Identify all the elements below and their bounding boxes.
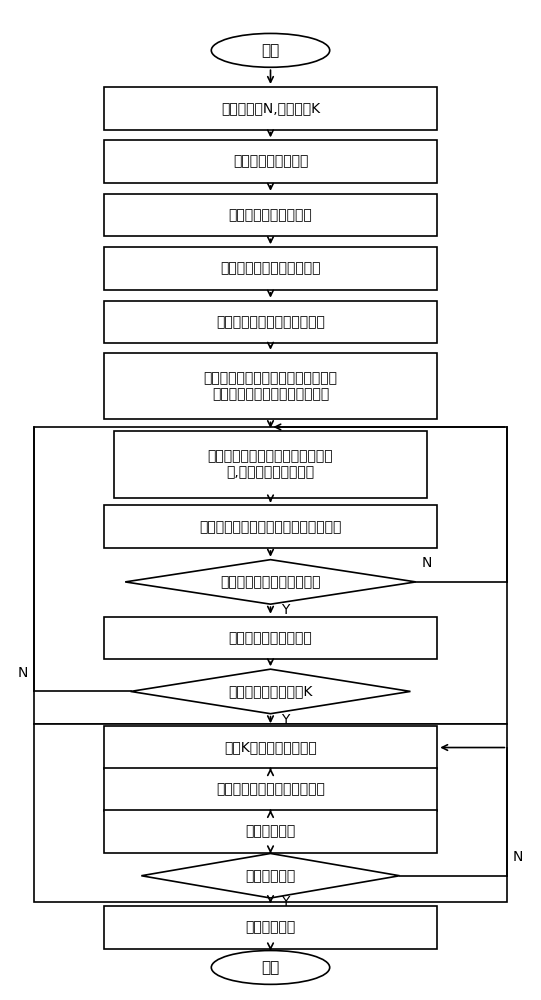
Text: 计算样本整体的差异度均值: 计算样本整体的差异度均值 (220, 262, 321, 276)
FancyBboxPatch shape (104, 906, 437, 949)
Polygon shape (125, 560, 416, 604)
Text: 开始: 开始 (261, 43, 280, 58)
FancyBboxPatch shape (104, 353, 437, 419)
Text: 确定样本数N,类别个数K: 确定样本数N,类别个数K (221, 101, 320, 115)
Text: Y: Y (281, 603, 289, 617)
Text: N: N (513, 850, 523, 864)
FancyBboxPatch shape (34, 427, 507, 724)
Ellipse shape (212, 33, 329, 67)
FancyBboxPatch shape (104, 617, 437, 659)
Text: 计算样本间的差异度: 计算样本间的差异度 (233, 155, 308, 169)
Text: 得到K个聚类中心初始值: 得到K个聚类中心初始值 (224, 741, 317, 755)
Polygon shape (141, 853, 400, 898)
FancyBboxPatch shape (104, 726, 437, 769)
Text: 计算该样本与已确定聚类中心的差异度: 计算该样本与已确定聚类中心的差异度 (199, 520, 342, 534)
Text: N: N (18, 666, 28, 680)
Text: 样本根据差异度均值进行排序: 样本根据差异度均值进行排序 (216, 315, 325, 329)
Text: 满足收敛条件: 满足收敛条件 (246, 869, 295, 883)
Polygon shape (130, 669, 411, 714)
Text: 寻找更新样本集中差异度最大的样
本,并将其从排序中删除: 寻找更新样本集中差异度最大的样 本,并将其从排序中删除 (208, 449, 333, 479)
Text: 计算各样本差异度均值: 计算各样本差异度均值 (229, 208, 312, 222)
FancyBboxPatch shape (104, 87, 437, 130)
FancyBboxPatch shape (104, 505, 437, 548)
FancyBboxPatch shape (104, 247, 437, 290)
Text: 该样本确定为聚类中心: 该样本确定为聚类中心 (229, 631, 312, 645)
FancyBboxPatch shape (104, 140, 437, 183)
FancyBboxPatch shape (114, 431, 427, 498)
Text: N: N (421, 556, 432, 570)
Text: 聚类中心数达到上限K: 聚类中心数达到上限K (228, 684, 313, 698)
Text: Y: Y (281, 713, 289, 727)
Text: 将差异度均值最大的样本作为第一个
聚类中心，并将其从排序中删除: 将差异度均值最大的样本作为第一个 聚类中心，并将其从排序中删除 (203, 371, 338, 401)
FancyBboxPatch shape (104, 810, 437, 853)
Text: 分类各样本到相近的聚类集合: 分类各样本到相近的聚类集合 (216, 782, 325, 796)
Text: 差异度均不小于整体差异度: 差异度均不小于整体差异度 (220, 575, 321, 589)
Text: 结束: 结束 (261, 960, 280, 975)
FancyBboxPatch shape (104, 301, 437, 343)
Text: 更新聚类中心: 更新聚类中心 (246, 824, 295, 838)
FancyBboxPatch shape (104, 194, 437, 236)
Text: 得到聚类结果: 得到聚类结果 (246, 920, 295, 934)
FancyBboxPatch shape (34, 724, 507, 902)
FancyBboxPatch shape (104, 768, 437, 811)
Text: Y: Y (281, 895, 289, 909)
Ellipse shape (212, 951, 329, 984)
